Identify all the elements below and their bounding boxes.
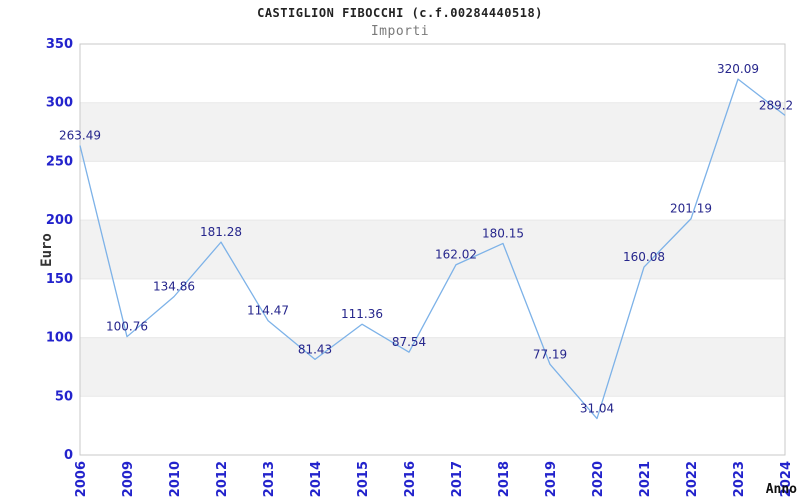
- x-tick-label: 2015: [356, 461, 371, 497]
- chart-subtitle: Importi: [370, 24, 430, 39]
- data-point-label: 289.2: [759, 98, 793, 112]
- y-tick-label: 300: [46, 96, 73, 111]
- data-point-label: 100.76: [106, 320, 148, 334]
- data-point-label: 201.19: [670, 202, 712, 216]
- plot-border: [79, 43, 786, 456]
- y-tick-label: 250: [46, 154, 73, 169]
- x-tick-label: 2009: [121, 461, 136, 497]
- plot-band: [80, 220, 785, 279]
- data-point-label: 162.02: [435, 248, 477, 262]
- x-tick-label: 2019: [544, 461, 559, 497]
- data-point-label: 31.04: [580, 402, 614, 416]
- data-point-label: 160.08: [623, 250, 665, 264]
- x-tick-label: 2021: [638, 461, 653, 497]
- y-tick-label: 150: [46, 272, 73, 287]
- y-tick-label: 0: [64, 448, 73, 463]
- x-tick-label: 2023: [732, 461, 747, 497]
- data-point-label: 263.49: [59, 129, 101, 143]
- data-point-label: 81.43: [298, 342, 332, 356]
- plot-band: [80, 102, 785, 162]
- x-tick-label: 2012: [215, 461, 230, 497]
- chart-title: CASTIGLION FIBOCCHI (c.f.00284440518): [257, 6, 543, 20]
- x-tick-label: 2013: [262, 461, 277, 497]
- x-tick-label: 2014: [309, 461, 324, 497]
- data-point-label: 180.15: [482, 226, 524, 240]
- y-axis-title: Euro: [39, 233, 55, 267]
- y-tick-label: 100: [46, 331, 73, 346]
- data-point-label: 114.47: [247, 304, 289, 318]
- series-line: [79, 78, 786, 420]
- data-point-label: 134.86: [153, 280, 195, 294]
- y-tick-label: 200: [46, 213, 73, 228]
- y-tick-label: 50: [55, 389, 73, 404]
- x-tick-label: 2020: [591, 461, 606, 497]
- x-tick-label: 2018: [497, 461, 512, 497]
- y-tick-label: 350: [46, 37, 73, 52]
- x-tick-label: 2022: [685, 461, 700, 497]
- data-point-label: 320.09: [717, 62, 759, 76]
- data-point-label: 77.19: [533, 347, 567, 361]
- data-point-label: 181.28: [200, 225, 242, 239]
- x-tick-label: 2010: [168, 461, 183, 497]
- x-axis-title: Anno: [765, 482, 797, 497]
- plot-band: [80, 337, 785, 397]
- data-point-label: 111.36: [341, 307, 383, 321]
- x-tick-label: 2024: [779, 461, 794, 497]
- x-tick-label: 2016: [403, 461, 418, 497]
- x-tick-label: 2017: [450, 461, 465, 497]
- x-tick-label: 2006: [74, 461, 89, 497]
- data-point-label: 87.54: [392, 335, 426, 349]
